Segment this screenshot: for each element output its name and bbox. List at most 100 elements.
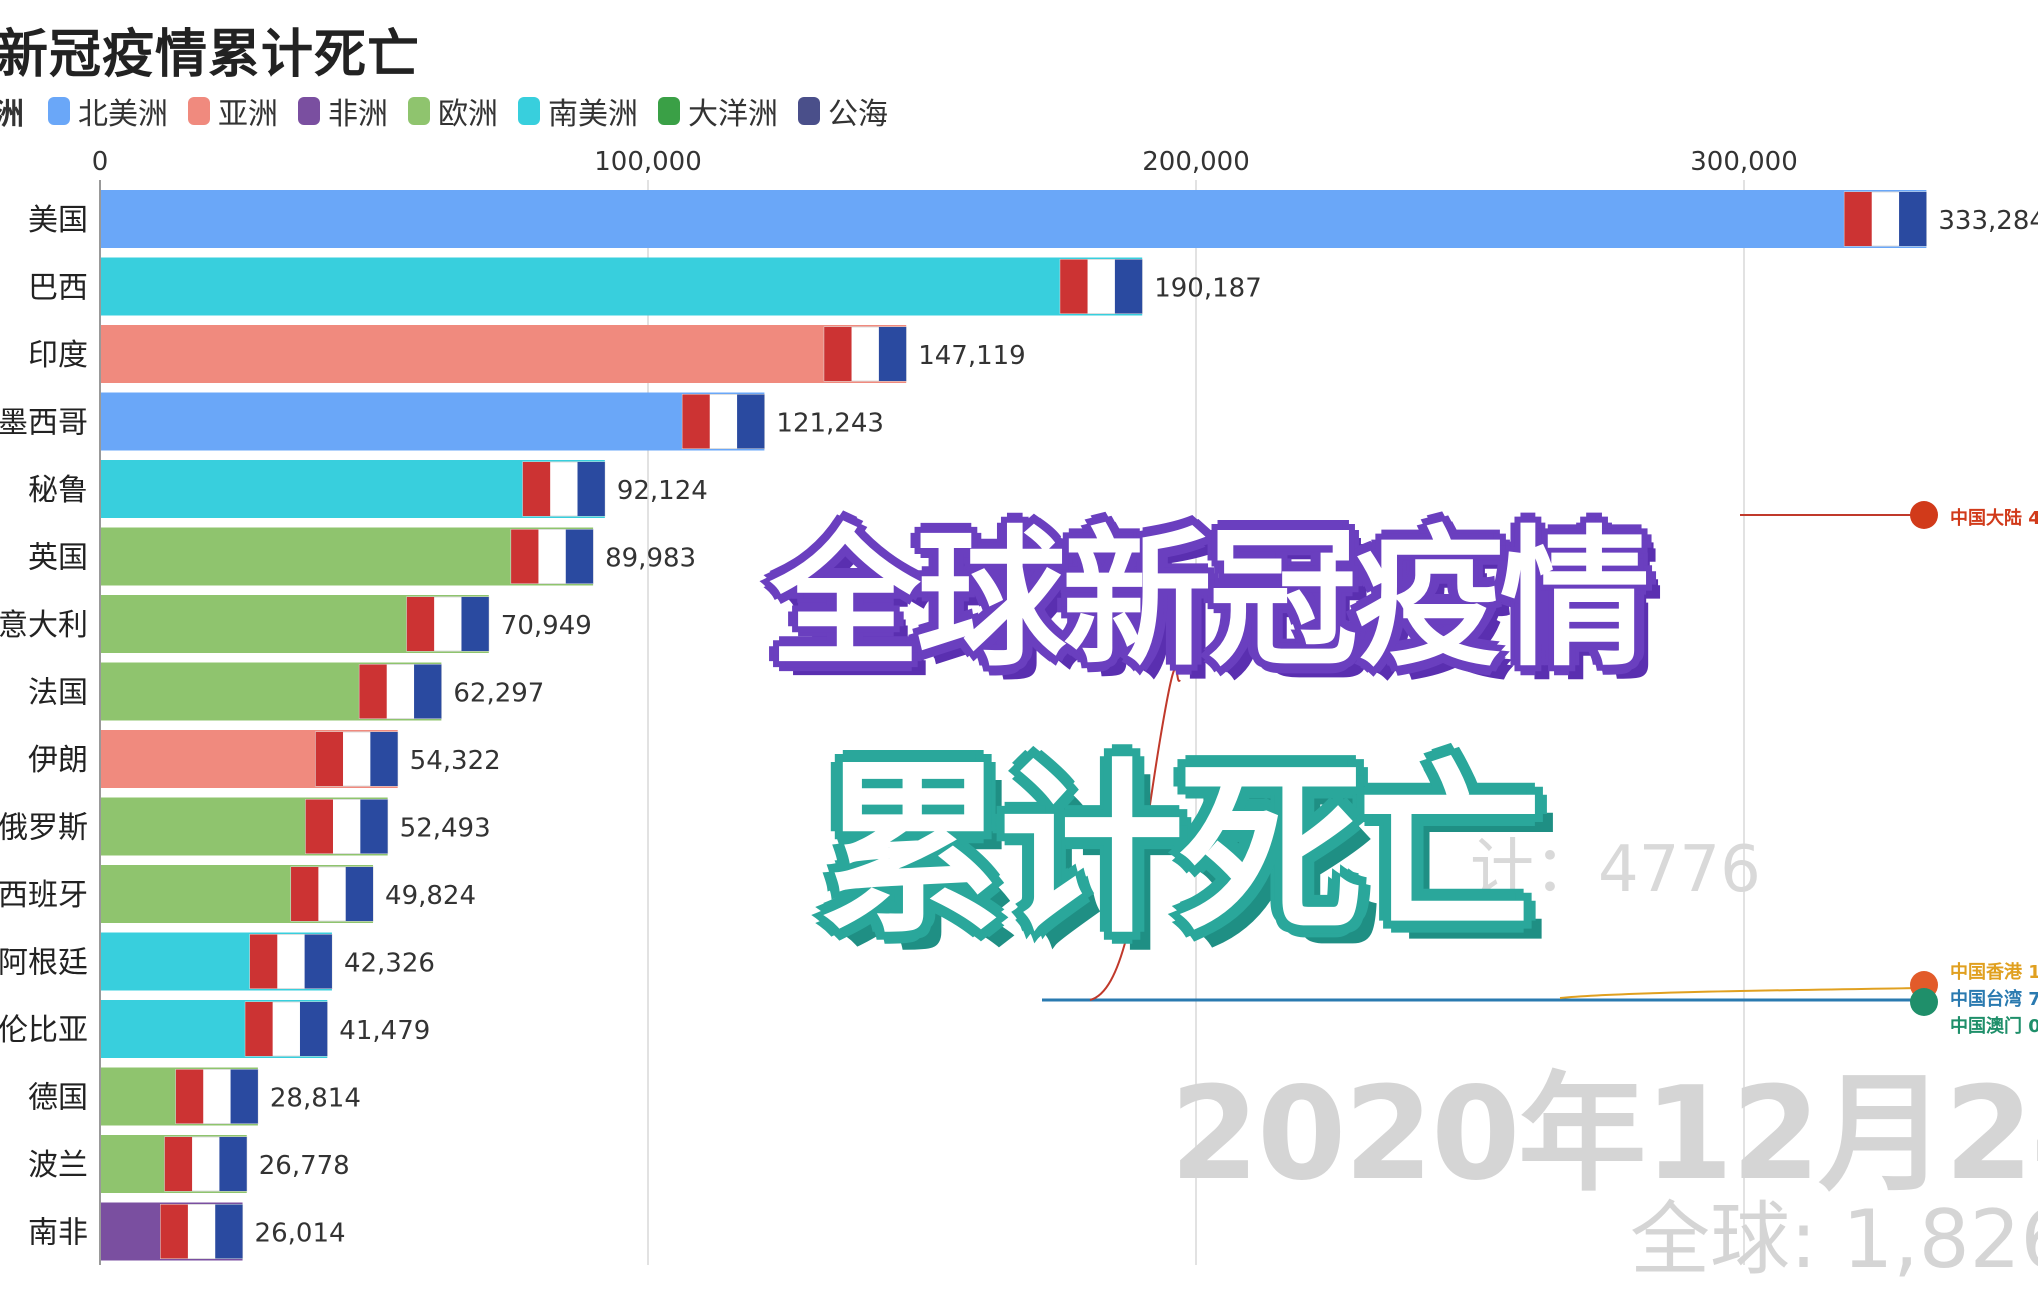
chart-title: 新冠疫情累计死亡 bbox=[0, 25, 421, 85]
flag-stripe bbox=[215, 1204, 243, 1259]
flag-stripe bbox=[175, 1069, 204, 1124]
legend-text: 大洋洲 bbox=[688, 97, 778, 132]
flag-stripe bbox=[1899, 192, 1927, 246]
value-label: 121,243 bbox=[776, 409, 884, 439]
value-label: 147,119 bbox=[918, 341, 1026, 371]
faint-count: 计：4776 bbox=[1470, 833, 1761, 907]
bar bbox=[100, 392, 765, 451]
legend-text: 欧洲 bbox=[438, 97, 498, 132]
value-label: 62,297 bbox=[453, 679, 544, 709]
overlay-title-line2: 累计死亡 bbox=[820, 742, 1542, 958]
bar bbox=[100, 325, 907, 383]
legend-item-europe[interactable]: 欧洲 bbox=[408, 89, 498, 133]
x-tick-label: 200,000 bbox=[1142, 147, 1250, 177]
category-label: 意大利 bbox=[0, 608, 88, 643]
inset-marker-mainland bbox=[1910, 501, 1938, 529]
flag-stripe bbox=[360, 799, 388, 854]
legend-item-high-seas[interactable]: 公海 bbox=[798, 89, 888, 133]
value-label: 52,493 bbox=[400, 814, 491, 844]
flag-stripe bbox=[299, 1002, 328, 1056]
category-label: 墨西哥 bbox=[0, 406, 88, 441]
legend-label: 洲 bbox=[0, 97, 24, 132]
legend-item-asia[interactable]: 亚洲 bbox=[188, 89, 278, 133]
legend-swatch bbox=[48, 97, 70, 125]
x-tick-label: 0 bbox=[92, 147, 109, 177]
legend-text: 北美洲 bbox=[78, 97, 168, 132]
category-label: 英国 bbox=[28, 541, 88, 576]
legend-item-africa[interactable]: 非洲 bbox=[298, 89, 388, 133]
bar bbox=[100, 257, 1143, 316]
category-label: 美国 bbox=[28, 203, 88, 238]
value-label: 41,479 bbox=[339, 1016, 430, 1046]
category-label: 印度 bbox=[28, 338, 88, 373]
flag-stripe bbox=[249, 934, 278, 989]
value-label: 49,824 bbox=[385, 881, 476, 911]
legend-swatch bbox=[298, 97, 320, 125]
flag-stripe bbox=[160, 1204, 188, 1259]
flag-stripe bbox=[1844, 192, 1872, 246]
category-label: 波兰 bbox=[28, 1148, 88, 1183]
inset-label-taiwan: 中国台湾 7 bbox=[1950, 989, 2038, 1010]
flag-stripe bbox=[565, 529, 594, 584]
category-label: 西班牙 bbox=[0, 878, 88, 913]
flag-stripe bbox=[370, 732, 398, 786]
flag-stripe bbox=[824, 327, 852, 381]
flag-stripe bbox=[682, 394, 710, 449]
flag-stripe bbox=[315, 732, 344, 786]
inset-line-hongkong bbox=[1559, 987, 1921, 999]
legend-text: 亚洲 bbox=[218, 97, 278, 132]
flag-stripe bbox=[245, 1002, 273, 1056]
value-label: 92,124 bbox=[617, 476, 708, 506]
value-label: 54,322 bbox=[410, 746, 501, 776]
flag-stripe bbox=[219, 1137, 247, 1191]
legend-item-north-america[interactable]: 北美洲 bbox=[48, 89, 168, 133]
legend-item-south-america[interactable]: 南美洲 bbox=[518, 89, 638, 133]
flag-stripe bbox=[359, 664, 387, 719]
category-label: 南非 bbox=[28, 1216, 88, 1251]
overlay-title-line1: 全球新冠疫情 bbox=[770, 513, 1650, 687]
flag-stripe bbox=[737, 394, 765, 449]
inset-marker-macau bbox=[1910, 988, 1938, 1016]
flag-stripe bbox=[878, 327, 907, 381]
category-label: 俄罗斯 bbox=[0, 811, 88, 846]
category-label: 阿根廷 bbox=[0, 946, 88, 981]
flag-stripe bbox=[461, 597, 489, 651]
flag-stripe bbox=[414, 664, 442, 719]
inset-curve-mainland bbox=[1089, 667, 1181, 1001]
flag-stripe bbox=[305, 799, 333, 854]
date-label: 2020年12月24日 bbox=[1170, 1060, 2038, 1209]
legend-swatch bbox=[188, 97, 210, 125]
flag-stripe bbox=[1114, 259, 1143, 314]
bar bbox=[100, 460, 605, 518]
x-tick-label: 300,000 bbox=[1690, 147, 1798, 177]
value-label: 333,284 bbox=[1938, 206, 2038, 236]
value-label: 70,949 bbox=[501, 611, 592, 641]
legend-swatch bbox=[518, 97, 540, 125]
bar bbox=[100, 190, 1927, 248]
value-label: 26,014 bbox=[255, 1219, 346, 1249]
flag-stripe bbox=[291, 867, 319, 921]
category-label: 德国 bbox=[28, 1081, 88, 1116]
flag-stripe bbox=[511, 529, 539, 584]
value-label: 190,187 bbox=[1154, 274, 1262, 304]
value-label: 42,326 bbox=[344, 949, 435, 979]
inset-label-macau: 中国澳门 0 bbox=[1950, 1016, 2038, 1037]
global-total: 全球: 1,826,0 bbox=[1630, 1193, 2038, 1286]
legend-text: 南美洲 bbox=[548, 97, 638, 132]
flag-stripe bbox=[164, 1137, 193, 1191]
category-label: 法国 bbox=[28, 676, 88, 711]
legend-item-oceania[interactable]: 大洋洲 bbox=[658, 89, 778, 133]
flag-stripe bbox=[577, 462, 605, 516]
flag-stripe bbox=[230, 1069, 258, 1124]
legend: 洲 北美洲 亚洲 非洲 欧洲 南美洲 大洋洲 公海 bbox=[0, 90, 908, 132]
value-label: 26,778 bbox=[259, 1151, 350, 1181]
legend-swatch bbox=[408, 97, 430, 125]
legend-text: 非洲 bbox=[328, 97, 388, 132]
category-label: 伦比亚 bbox=[0, 1013, 88, 1048]
flag-stripe bbox=[304, 934, 332, 989]
inset-label-mainland: 中国大陆 4 bbox=[1950, 508, 2038, 529]
flag-stripe bbox=[406, 597, 435, 651]
category-label: 秘鲁 bbox=[28, 473, 88, 508]
